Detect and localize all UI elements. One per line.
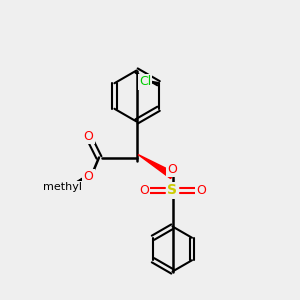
Text: O: O [168,163,177,176]
Text: methyl: methyl [44,182,82,193]
Polygon shape [138,154,174,178]
Text: O: O [196,184,206,197]
Text: O: O [139,184,149,197]
Text: S: S [167,184,178,197]
Text: Cl: Cl [139,75,151,88]
Text: O: O [84,170,93,184]
Text: O: O [84,130,93,143]
